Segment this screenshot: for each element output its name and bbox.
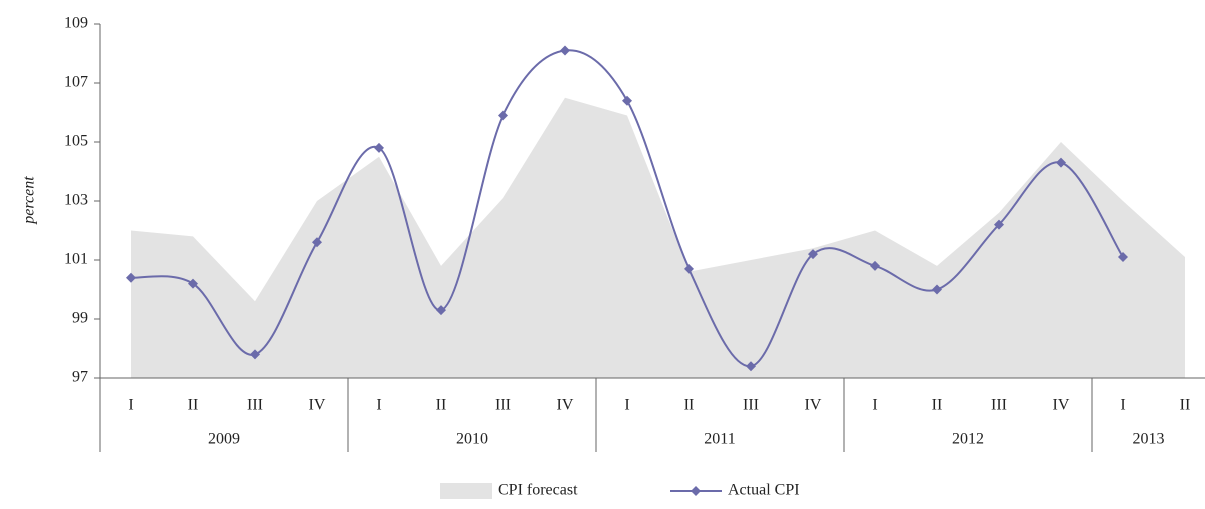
x-tick-label: III [495,397,511,414]
x-tick-label: I [1120,397,1125,414]
legend-marker [691,486,701,496]
cpi-marker [1056,157,1066,168]
y-tick-label: 103 [64,192,88,209]
year-label: 2011 [704,431,735,448]
year-label: 2013 [1133,431,1165,448]
x-tick-label: II [1180,397,1191,414]
year-label: 2010 [456,431,488,448]
y-tick-label: 101 [64,251,88,268]
cpi-marker [1118,252,1128,263]
x-tick-label: II [932,397,943,414]
cpi-marker [126,272,136,283]
cpi-marker [932,284,942,295]
x-tick-label: I [624,397,629,414]
y-tick-label: 99 [72,310,88,327]
legend-label: CPI forecast [498,482,578,499]
cpi-marker [188,278,198,289]
y-tick-label: 107 [64,74,88,91]
x-tick-label: I [376,397,381,414]
y-tick-label: 105 [64,133,88,150]
cpi-marker [684,263,694,274]
x-tick-label: III [991,397,1007,414]
cpi-marker [250,349,260,360]
x-tick-label: IV [1053,397,1070,414]
legend-label: Actual CPI [728,482,800,499]
y-tick-label: 97 [72,369,88,386]
cpi-marker [808,249,818,260]
cpi-marker [498,110,508,121]
forecast-area [131,97,1185,378]
cpi-marker [746,361,756,372]
cpi-marker [622,95,632,106]
x-tick-label: II [684,397,695,414]
cpi-marker [374,142,384,153]
legend-swatch [440,483,492,499]
y-axis-label: percent [21,176,38,225]
cpi-marker [312,237,322,248]
year-label: 2009 [208,431,240,448]
cpi-line [130,49,1124,368]
x-tick-label: IV [557,397,574,414]
cpi-marker [560,45,570,56]
cpi-marker [436,305,446,316]
x-tick-label: IV [805,397,822,414]
x-tick-label: III [743,397,759,414]
x-tick-label: IV [309,397,326,414]
x-tick-label: III [247,397,263,414]
x-tick-label: II [188,397,199,414]
x-tick-label: II [436,397,447,414]
x-tick-label: I [872,397,877,414]
cpi-marker [870,260,880,271]
year-label: 2012 [952,431,984,448]
x-tick-label: I [128,397,133,414]
y-tick-label: 109 [64,15,88,32]
cpi-marker [994,219,1004,230]
